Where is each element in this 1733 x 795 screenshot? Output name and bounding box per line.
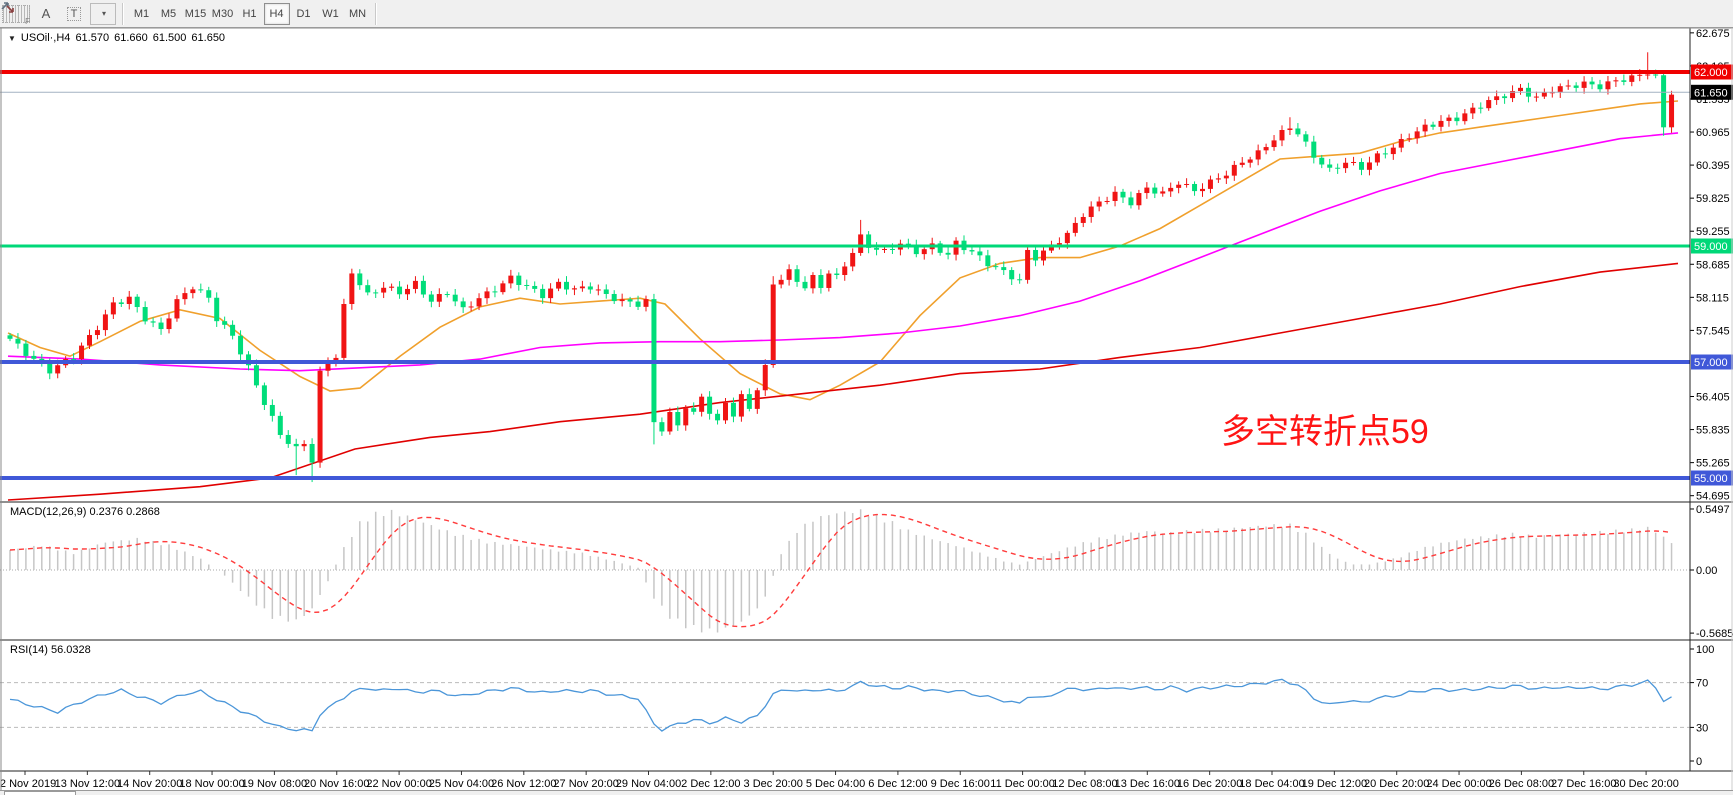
svg-text:57.545: 57.545: [1696, 325, 1730, 337]
timeframe-button-H1[interactable]: H1: [242, 7, 257, 20]
svg-text:59.000: 59.000: [1694, 241, 1728, 253]
svg-text:57.000: 57.000: [1694, 357, 1728, 369]
chart-tab[interactable]: [4, 791, 76, 795]
svg-text:18 Dec 04:00: 18 Dec 04:00: [1239, 778, 1304, 790]
macd-indicator-label: MACD(12,26,9) 0.2376 0.2868: [10, 506, 160, 518]
svg-text:62.675: 62.675: [1696, 28, 1730, 40]
svg-text:30: 30: [1696, 722, 1708, 734]
timeframe-button-D1[interactable]: D1: [296, 7, 311, 20]
svg-text:27 Nov 20:00: 27 Nov 20:00: [553, 778, 618, 790]
svg-text:0.5497: 0.5497: [1696, 504, 1730, 516]
svg-text:61.650: 61.650: [1694, 87, 1728, 99]
svg-text:56.405: 56.405: [1696, 392, 1730, 404]
rsi-line: [9, 678, 1672, 732]
svg-text:12 Nov 2019: 12 Nov 2019: [0, 778, 56, 790]
rsi-indicator-label: RSI(14) 56.0328: [10, 644, 91, 656]
macd-panel[interactable]: [0, 509, 1690, 633]
macd-signal-line: [9, 513, 1672, 628]
toolbar-separator: [122, 2, 124, 25]
svg-text:25 Nov 04:00: 25 Nov 04:00: [429, 778, 494, 790]
rsi-panel[interactable]: [0, 678, 1690, 732]
svg-text:62.000: 62.000: [1694, 67, 1728, 79]
arrows-glyph: [1, 2, 14, 13]
main-price-panel[interactable]: [0, 52, 1690, 501]
svg-text:12 Dec 08:00: 12 Dec 08:00: [1052, 778, 1117, 790]
svg-text:11 Dec 00:00: 11 Dec 00:00: [990, 778, 1055, 790]
chart-annotation-text: 多空转折点59: [1221, 413, 1429, 451]
svg-text:6 Dec 12:00: 6 Dec 12:00: [868, 778, 927, 790]
svg-text:2 Dec 12:00: 2 Dec 12:00: [681, 778, 740, 790]
svg-text:55.000: 55.000: [1694, 473, 1728, 485]
chevron-down-icon[interactable]: ▾: [101, 9, 106, 18]
chevron-down-icon[interactable]: ▼: [8, 33, 16, 43]
svg-text:58.115: 58.115: [1696, 292, 1729, 304]
svg-text:30 Dec 20:00: 30 Dec 20:00: [1613, 778, 1678, 790]
ma-fast-orange: [7, 100, 1679, 401]
timeframe-button-M1[interactable]: M1: [133, 7, 150, 20]
svg-text:9 Dec 16:00: 9 Dec 16:00: [931, 778, 990, 790]
svg-text:100: 100: [1696, 644, 1714, 656]
svg-text:13 Nov 12:00: 13 Nov 12:00: [55, 778, 120, 790]
svg-text:54.695: 54.695: [1696, 491, 1730, 503]
svg-text:60.395: 60.395: [1696, 160, 1730, 172]
ohlc-low: 61.500: [152, 32, 187, 44]
svg-text:19 Nov 08:00: 19 Nov 08:00: [242, 778, 307, 790]
text-label-tool-icon[interactable]: T: [62, 4, 86, 24]
toolbar-separator: [375, 2, 377, 25]
svg-text:-0.5685: -0.5685: [1696, 628, 1733, 640]
svg-text:27 Dec 16:00: 27 Dec 16:00: [1551, 778, 1616, 790]
svg-text:14 Nov 20:00: 14 Nov 20:00: [117, 778, 182, 790]
svg-text:19 Dec 12:00: 19 Dec 12:00: [1302, 778, 1367, 790]
svg-text:55.265: 55.265: [1696, 458, 1730, 470]
chart-title: ▼ USOil·,H4 61.570 61.660 61.500 61.650: [8, 32, 225, 44]
timeframe-button-W1[interactable]: W1: [322, 7, 339, 20]
text-tool-icon[interactable]: A: [41, 6, 51, 21]
svg-text:0: 0: [1696, 756, 1702, 768]
chart-tab-strip: [0, 790, 1733, 795]
svg-text:59.255: 59.255: [1696, 226, 1730, 238]
price-axis[interactable]: 62.67562.10561.53560.96560.39559.82559.2…: [1690, 28, 1733, 768]
svg-text:59.825: 59.825: [1696, 193, 1730, 205]
svg-text:5 Dec 04:00: 5 Dec 04:00: [806, 778, 865, 790]
svg-text:20 Dec 20:00: 20 Dec 20:00: [1364, 778, 1429, 790]
svg-text:18 Nov 00:00: 18 Nov 00:00: [179, 778, 244, 790]
timeframe-button-M15[interactable]: M15: [184, 7, 207, 20]
svg-text:24 Dec 00:00: 24 Dec 00:00: [1426, 778, 1491, 790]
svg-text:60.965: 60.965: [1696, 127, 1730, 139]
svg-text:55.835: 55.835: [1696, 425, 1730, 437]
svg-text:13 Dec 16:00: 13 Dec 16:00: [1115, 778, 1180, 790]
timeframe-button-M30[interactable]: M30: [211, 7, 234, 20]
ohlc-close: 61.650: [191, 32, 226, 44]
symbol-period-label: USOil·,H4: [20, 32, 71, 44]
svg-text:0.00: 0.00: [1696, 565, 1717, 577]
svg-text:20 Nov 16:00: 20 Nov 16:00: [304, 778, 369, 790]
timeframe-group: M1 M5 M15 M30 H1 H4 D1 W1 MN: [128, 2, 371, 25]
timeframe-button-M5[interactable]: M5: [160, 7, 177, 20]
svg-text:26 Dec 08:00: 26 Dec 08:00: [1489, 778, 1554, 790]
timeframe-button-H4[interactable]: H4: [263, 2, 290, 25]
timeframe-button-MN[interactable]: MN: [348, 7, 367, 20]
toolbar: F A T ▾ M1 M5 M15 M30 H1 H4 D1 W1 MN: [0, 0, 1733, 28]
svg-text:26 Nov 12:00: 26 Nov 12:00: [491, 778, 556, 790]
arrows-tool-icon[interactable]: ▾: [1, 2, 116, 25]
svg-text:22 Nov 00:00: 22 Nov 00:00: [366, 778, 431, 790]
svg-text:29 Nov 04:00: 29 Nov 04:00: [616, 778, 681, 790]
svg-text:70: 70: [1696, 678, 1708, 690]
ohlc-open: 61.570: [75, 32, 110, 44]
svg-text:3 Dec 20:00: 3 Dec 20:00: [744, 778, 803, 790]
ohlc-high: 61.660: [114, 32, 148, 44]
svg-text:58.685: 58.685: [1696, 259, 1730, 271]
svg-text:16 Dec 20:00: 16 Dec 20:00: [1177, 778, 1242, 790]
